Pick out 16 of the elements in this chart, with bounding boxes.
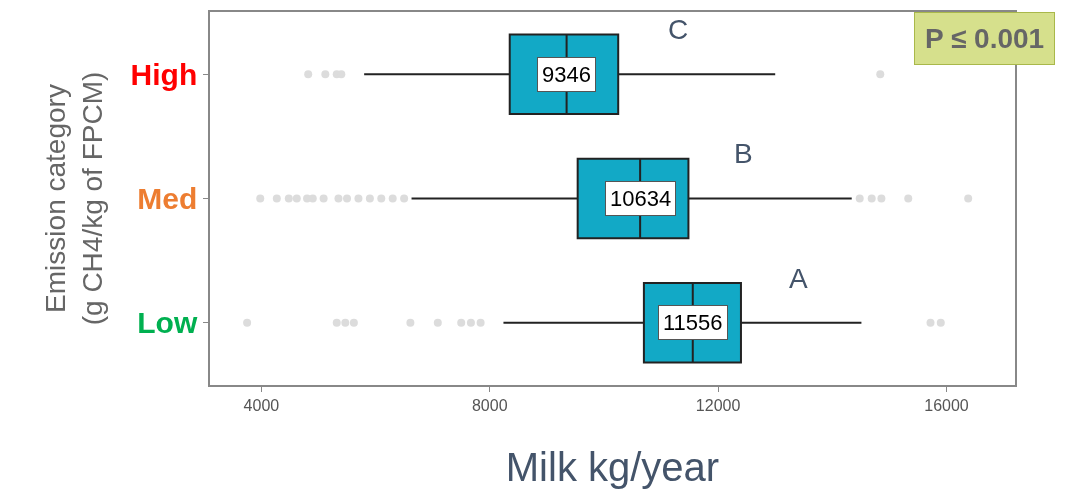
x-tick-label: 16000 [924, 396, 969, 414]
x-tick-label: 8000 [471, 396, 508, 414]
x-tick-label: 4000 [243, 396, 280, 414]
annotation: C [668, 14, 689, 45]
y-tick-label: Low [137, 306, 198, 340]
annotation: 9346 [542, 62, 591, 87]
x-tick-label: 12000 [695, 396, 741, 414]
annotation: P ≤ 0.001 [925, 23, 1045, 54]
annotation: A [789, 263, 808, 294]
annotation: B [734, 138, 753, 169]
y-axis-title: Emission category (g CH4/kg of FPCM) [40, 71, 108, 326]
y-tick-label: High [130, 57, 198, 91]
annotation: 10634 [610, 186, 672, 211]
y-tick-label: Med [137, 182, 198, 215]
x-axis-title: Milk kg/year [505, 444, 720, 489]
annotation: 11556 [663, 310, 723, 335]
